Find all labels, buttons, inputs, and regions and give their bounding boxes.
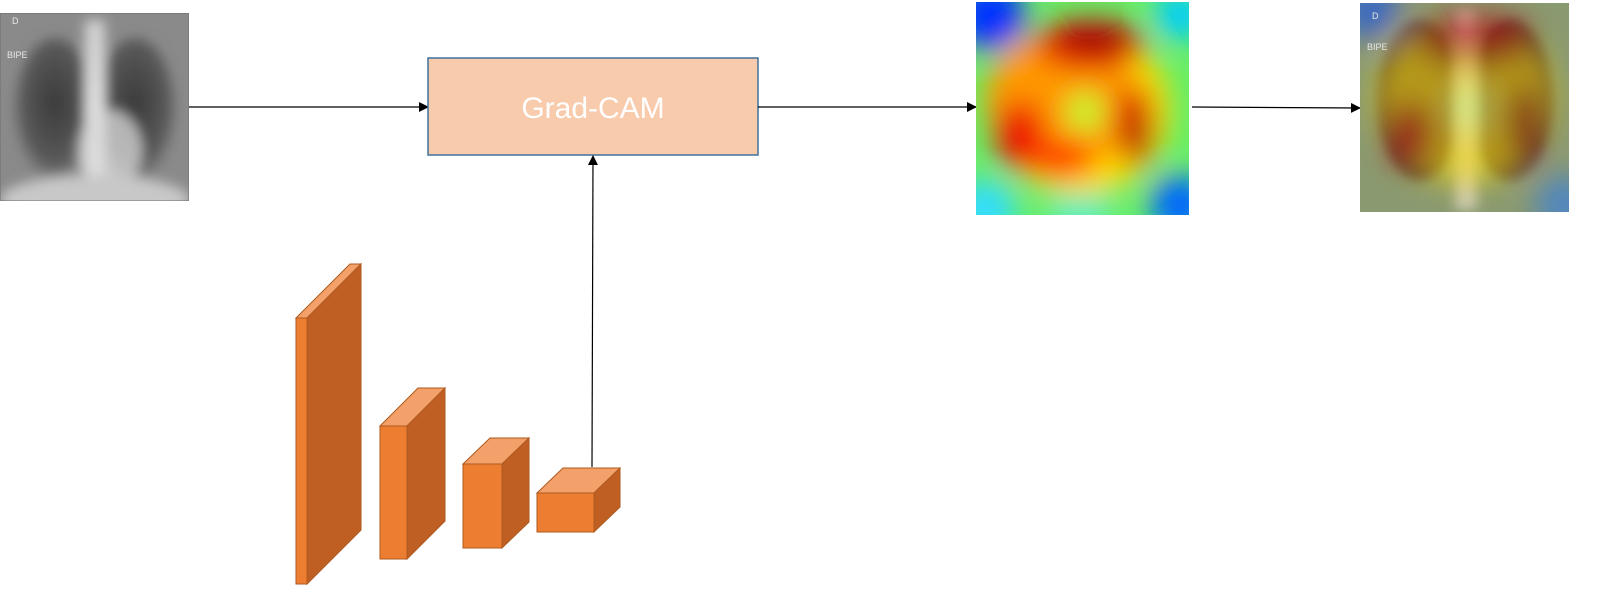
cnn-blocks (294, 262, 622, 586)
arrow-heatmap-to-overlay (1191, 102, 1361, 113)
overlay-xray-marker-top: D (1372, 11, 1379, 21)
overlay-xray-marker-side: BIPE (1367, 42, 1388, 52)
overlay-xray-image: D BIPE (1360, 3, 1569, 212)
cnn-block-1 (294, 262, 363, 586)
heatmap-image (976, 2, 1189, 215)
input-xray-marker-side: BIPE (7, 50, 28, 60)
input-xray-image: D BIPE (0, 13, 189, 201)
cnn-block-4 (535, 466, 622, 534)
gradcam-box: Grad-CAM (427, 57, 759, 156)
cnn-block-3 (461, 436, 531, 550)
input-xray-marker-top: D (12, 16, 19, 26)
gradcam-label: Grad-CAM (521, 92, 664, 125)
arrow-cnn-to-gradcam (587, 155, 598, 468)
cnn-block-2 (378, 386, 447, 561)
